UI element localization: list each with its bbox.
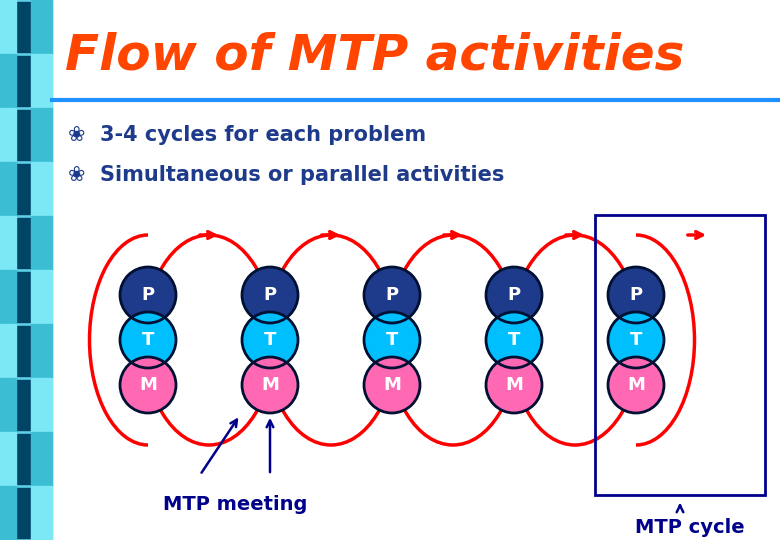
Circle shape bbox=[486, 312, 542, 368]
Polygon shape bbox=[0, 432, 16, 486]
Polygon shape bbox=[0, 108, 52, 162]
Polygon shape bbox=[0, 54, 52, 108]
Circle shape bbox=[608, 267, 664, 323]
Polygon shape bbox=[0, 270, 52, 324]
Polygon shape bbox=[16, 56, 31, 106]
Polygon shape bbox=[16, 164, 31, 214]
Polygon shape bbox=[0, 378, 16, 432]
Polygon shape bbox=[0, 0, 52, 54]
Text: P: P bbox=[385, 286, 399, 304]
Circle shape bbox=[608, 312, 664, 368]
Polygon shape bbox=[0, 0, 16, 54]
Polygon shape bbox=[16, 110, 31, 160]
Polygon shape bbox=[0, 162, 52, 216]
Text: M: M bbox=[627, 376, 645, 394]
Polygon shape bbox=[0, 486, 16, 540]
Polygon shape bbox=[16, 272, 31, 322]
Polygon shape bbox=[0, 270, 16, 324]
Text: P: P bbox=[508, 286, 520, 304]
Polygon shape bbox=[0, 432, 52, 486]
Text: M: M bbox=[505, 376, 523, 394]
Circle shape bbox=[120, 312, 176, 368]
Circle shape bbox=[364, 312, 420, 368]
Circle shape bbox=[486, 357, 542, 413]
Bar bbox=[595, 215, 765, 495]
Text: T: T bbox=[508, 331, 520, 349]
Circle shape bbox=[364, 267, 420, 323]
Circle shape bbox=[242, 357, 298, 413]
Text: ❀  3-4 cycles for each problem: ❀ 3-4 cycles for each problem bbox=[68, 125, 426, 145]
Polygon shape bbox=[31, 162, 52, 216]
Polygon shape bbox=[0, 216, 52, 270]
Text: T: T bbox=[629, 331, 642, 349]
Polygon shape bbox=[16, 2, 31, 52]
Polygon shape bbox=[31, 324, 52, 378]
Polygon shape bbox=[31, 216, 52, 270]
Text: T: T bbox=[142, 331, 154, 349]
Text: ❀  Simultaneous or parallel activities: ❀ Simultaneous or parallel activities bbox=[68, 165, 505, 185]
Text: M: M bbox=[261, 376, 279, 394]
Text: M: M bbox=[139, 376, 157, 394]
Text: Flow of MTP activities: Flow of MTP activities bbox=[65, 31, 684, 79]
Polygon shape bbox=[0, 486, 52, 540]
Polygon shape bbox=[0, 54, 16, 108]
Polygon shape bbox=[16, 326, 31, 376]
Polygon shape bbox=[31, 270, 52, 324]
Polygon shape bbox=[0, 378, 52, 432]
Text: MTP meeting: MTP meeting bbox=[163, 495, 307, 514]
Polygon shape bbox=[31, 108, 52, 162]
Polygon shape bbox=[16, 434, 31, 484]
Polygon shape bbox=[31, 432, 52, 486]
Circle shape bbox=[486, 267, 542, 323]
Polygon shape bbox=[0, 108, 16, 162]
Text: P: P bbox=[264, 286, 277, 304]
Polygon shape bbox=[0, 216, 16, 270]
Text: T: T bbox=[386, 331, 398, 349]
Polygon shape bbox=[31, 0, 52, 54]
Circle shape bbox=[364, 357, 420, 413]
Polygon shape bbox=[16, 380, 31, 430]
Polygon shape bbox=[16, 488, 31, 538]
Polygon shape bbox=[31, 486, 52, 540]
Polygon shape bbox=[0, 162, 16, 216]
Circle shape bbox=[120, 357, 176, 413]
Polygon shape bbox=[31, 54, 52, 108]
Polygon shape bbox=[0, 324, 16, 378]
Text: M: M bbox=[383, 376, 401, 394]
Circle shape bbox=[242, 267, 298, 323]
Circle shape bbox=[608, 357, 664, 413]
Polygon shape bbox=[31, 378, 52, 432]
Polygon shape bbox=[0, 324, 52, 378]
Text: T: T bbox=[264, 331, 276, 349]
Text: P: P bbox=[629, 286, 643, 304]
Text: MTP cycle: MTP cycle bbox=[635, 518, 745, 537]
Circle shape bbox=[242, 312, 298, 368]
Text: P: P bbox=[141, 286, 154, 304]
Circle shape bbox=[120, 267, 176, 323]
Polygon shape bbox=[16, 218, 31, 268]
